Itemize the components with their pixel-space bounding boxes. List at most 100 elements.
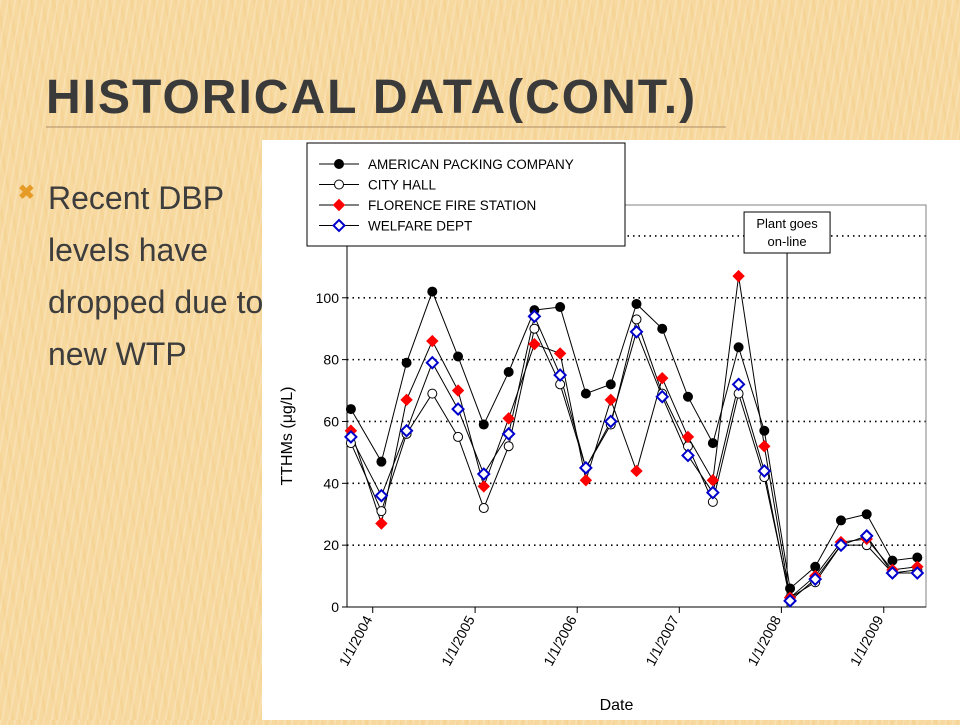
data-point (579, 474, 593, 487)
data-point (555, 302, 566, 313)
data-point (451, 384, 465, 397)
data-point (707, 438, 718, 449)
legend-label: FLORENCE FIRE STATION (368, 198, 536, 213)
bullet-item: ✖ Recent DBP levels have dropped due to … (18, 172, 288, 380)
series-markers (344, 269, 925, 608)
x-tick-label: 1/1/2008 (744, 613, 784, 669)
data-point (630, 464, 643, 478)
data-point (503, 441, 514, 452)
data-point (453, 431, 464, 442)
y-tick-label: 60 (323, 413, 339, 429)
y-axis-title: TTHMs (μg/L) (279, 387, 296, 486)
data-point (427, 388, 438, 399)
data-point (835, 515, 846, 526)
legend-marker (334, 159, 344, 169)
data-point (478, 503, 489, 514)
data-point (631, 298, 642, 309)
data-point (629, 324, 644, 339)
legend-marker (334, 179, 344, 190)
data-point (502, 412, 515, 425)
legend: AMERICAN PACKING COMPANY CITY HALL FLORENC… (306, 142, 626, 247)
data-point (759, 425, 770, 436)
x-tick-label: 1/1/2009 (847, 613, 887, 669)
data-point (374, 488, 389, 503)
data-point (631, 314, 642, 325)
x-tick-label: 1/1/2007 (642, 613, 682, 669)
data-point (681, 430, 695, 444)
data-point (476, 467, 491, 481)
data-point (681, 448, 695, 463)
data-point (580, 388, 591, 399)
x-axis-title: Date (600, 697, 634, 714)
data-point (885, 566, 900, 580)
data-point (553, 368, 568, 382)
data-point (426, 334, 439, 348)
data-point (604, 393, 617, 407)
title-underline (46, 126, 726, 128)
chart-container: 0204060801001201/1/20041/1/20051/1/20061… (262, 140, 960, 720)
data-point (503, 366, 514, 377)
y-tick-label: 80 (323, 352, 339, 368)
series-line-2 (350, 276, 918, 599)
data-point (453, 351, 464, 362)
x-tick-label: 1/1/2004 (336, 613, 376, 669)
data-point (861, 509, 872, 520)
y-tick-label: 100 (316, 290, 340, 306)
annotation-text-line2: on-line (768, 234, 807, 249)
data-point (425, 355, 440, 370)
axes (342, 204, 927, 613)
data-point (705, 485, 720, 500)
tthm-line-chart: 0204060801001201/1/20041/1/20051/1/20061… (279, 142, 927, 714)
data-point (758, 439, 771, 453)
x-bullet-icon: ✖ (18, 182, 35, 204)
data-point (478, 419, 489, 430)
slide-title: Historical Data(Cont.) (46, 71, 698, 124)
data-point (399, 423, 414, 438)
series-lines (350, 276, 918, 602)
data-point (529, 323, 540, 334)
data-point (528, 337, 541, 351)
annotation-text-line1: Plant goes (756, 216, 818, 231)
data-point (910, 566, 925, 580)
y-tick-label: 40 (323, 475, 339, 491)
data-point (783, 593, 797, 608)
legend-label: WELFARE DEPT (368, 219, 472, 234)
data-point (451, 402, 465, 417)
annotation-box (743, 211, 831, 254)
x-tick-label: 1/1/2005 (438, 613, 478, 669)
data-point (553, 347, 567, 360)
data-point (808, 572, 823, 587)
data-point (344, 430, 358, 444)
data-point (345, 404, 356, 415)
legend-label: AMERICAN PACKING COMPANY (368, 157, 574, 172)
data-point (859, 528, 874, 543)
data-point (731, 377, 746, 392)
data-point (656, 371, 669, 385)
bullet-text: Recent DBP levels have dropped due to ne… (48, 180, 264, 372)
data-point (834, 538, 848, 553)
data-point (757, 464, 772, 478)
data-point (682, 391, 693, 402)
data-point (733, 342, 744, 353)
legend-marker (332, 198, 346, 212)
legend-box (306, 142, 626, 247)
data-point (401, 357, 412, 368)
data-point (655, 389, 670, 404)
data-point (400, 393, 413, 407)
data-point (603, 414, 618, 429)
data-point (605, 379, 616, 390)
data-point (578, 460, 593, 475)
data-point (376, 506, 387, 517)
data-point (427, 286, 438, 297)
data-point (732, 269, 745, 283)
data-point (657, 323, 668, 334)
data-point (375, 517, 388, 530)
y-tick-label: 20 (323, 537, 339, 553)
legend-marker (332, 218, 346, 233)
x-tick-label: 1/1/2006 (540, 613, 580, 669)
data-point (477, 480, 490, 493)
data-point (376, 456, 387, 467)
data-point (527, 309, 542, 324)
y-tick-label: 0 (331, 599, 339, 615)
legend-label: CITY HALL (368, 178, 437, 193)
